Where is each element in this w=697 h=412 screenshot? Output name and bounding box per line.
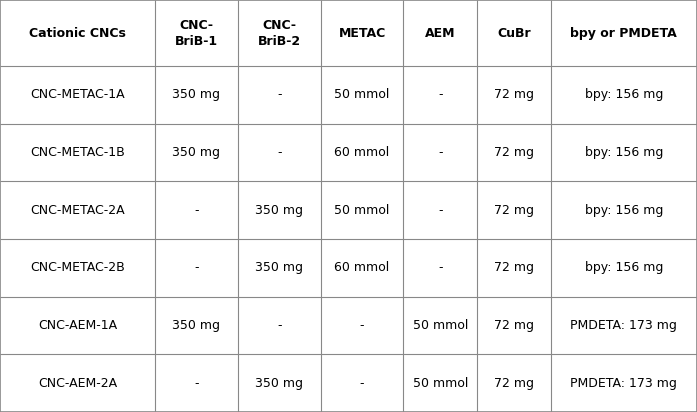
Text: bpy or PMDETA: bpy or PMDETA xyxy=(570,27,677,40)
Text: Cationic CNCs: Cationic CNCs xyxy=(29,27,126,40)
Text: -: - xyxy=(194,261,199,274)
Text: 350 mg: 350 mg xyxy=(172,319,220,332)
Text: CNC-METAC-1A: CNC-METAC-1A xyxy=(30,89,125,101)
Text: -: - xyxy=(277,89,282,101)
Text: 50 mmol: 50 mmol xyxy=(413,377,468,390)
Text: -: - xyxy=(277,146,282,159)
Text: 72 mg: 72 mg xyxy=(494,146,534,159)
Text: -: - xyxy=(194,377,199,390)
Text: 72 mg: 72 mg xyxy=(494,319,534,332)
Text: -: - xyxy=(438,204,443,217)
Text: 72 mg: 72 mg xyxy=(494,204,534,217)
Text: CNC-
BriB-2: CNC- BriB-2 xyxy=(258,19,300,48)
Text: 72 mg: 72 mg xyxy=(494,89,534,101)
Text: bpy: 156 mg: bpy: 156 mg xyxy=(585,261,663,274)
Text: 50 mmol: 50 mmol xyxy=(413,319,468,332)
Text: 60 mmol: 60 mmol xyxy=(335,261,390,274)
Text: bpy: 156 mg: bpy: 156 mg xyxy=(585,89,663,101)
Text: CNC-
BriB-1: CNC- BriB-1 xyxy=(175,19,218,48)
Text: 350 mg: 350 mg xyxy=(255,377,303,390)
Text: PMDETA: 173 mg: PMDETA: 173 mg xyxy=(570,377,677,390)
Text: -: - xyxy=(438,261,443,274)
Text: PMDETA: 173 mg: PMDETA: 173 mg xyxy=(570,319,677,332)
Text: 350 mg: 350 mg xyxy=(172,89,220,101)
Text: CNC-AEM-2A: CNC-AEM-2A xyxy=(38,377,117,390)
Text: METAC: METAC xyxy=(339,27,385,40)
Text: 350 mg: 350 mg xyxy=(255,204,303,217)
Text: -: - xyxy=(438,89,443,101)
Text: -: - xyxy=(360,377,365,390)
Text: CNC-AEM-1A: CNC-AEM-1A xyxy=(38,319,117,332)
Text: 350 mg: 350 mg xyxy=(172,146,220,159)
Text: bpy: 156 mg: bpy: 156 mg xyxy=(585,146,663,159)
Text: -: - xyxy=(360,319,365,332)
Text: 50 mmol: 50 mmol xyxy=(335,89,390,101)
Text: CNC-METAC-2A: CNC-METAC-2A xyxy=(30,204,125,217)
Text: CNC-METAC-1B: CNC-METAC-1B xyxy=(30,146,125,159)
Text: 72 mg: 72 mg xyxy=(494,377,534,390)
Text: 350 mg: 350 mg xyxy=(255,261,303,274)
Text: 72 mg: 72 mg xyxy=(494,261,534,274)
Text: AEM: AEM xyxy=(425,27,456,40)
Text: -: - xyxy=(277,319,282,332)
Text: CNC-METAC-2B: CNC-METAC-2B xyxy=(30,261,125,274)
Text: 60 mmol: 60 mmol xyxy=(335,146,390,159)
Text: -: - xyxy=(194,204,199,217)
Text: 50 mmol: 50 mmol xyxy=(335,204,390,217)
Text: CuBr: CuBr xyxy=(497,27,530,40)
Text: -: - xyxy=(438,146,443,159)
Text: bpy: 156 mg: bpy: 156 mg xyxy=(585,204,663,217)
